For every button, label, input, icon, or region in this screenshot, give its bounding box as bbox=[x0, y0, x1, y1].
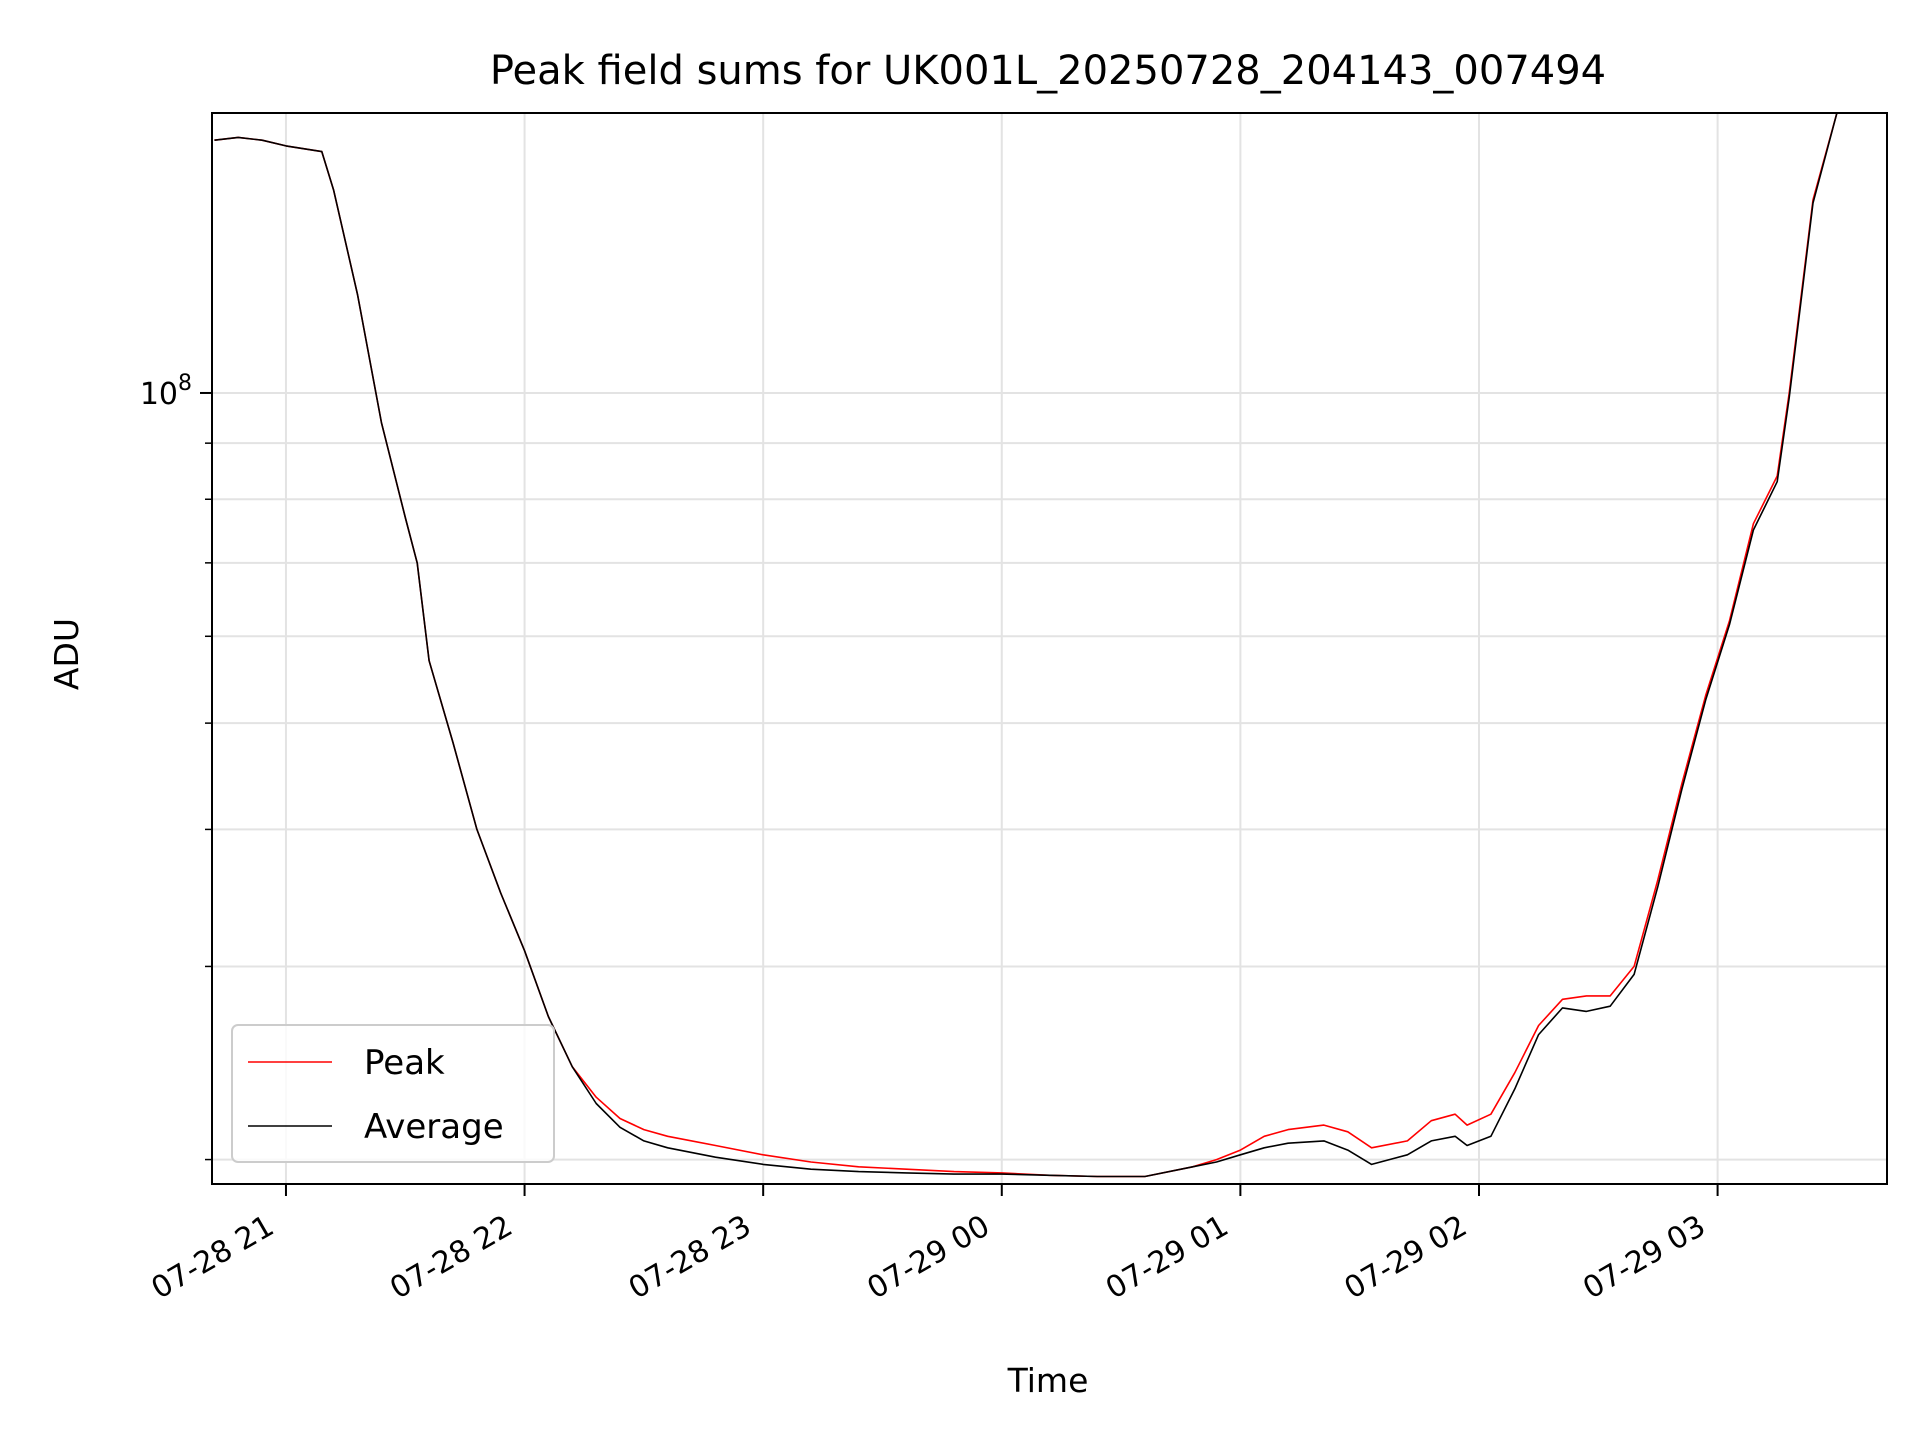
legend: Peak Average bbox=[231, 1024, 555, 1163]
legend-box bbox=[231, 1024, 555, 1163]
y-major-tick-label: 108 bbox=[140, 371, 192, 412]
legend-average-label: Average bbox=[364, 1107, 504, 1147]
series-line-average bbox=[214, 112, 1887, 1178]
plot-frame bbox=[211, 112, 1888, 1185]
y-axis-label: ADU bbox=[47, 618, 86, 690]
x-axis-label: Time bbox=[1007, 1361, 1089, 1400]
legend-peak-label: Peak bbox=[364, 1043, 445, 1083]
series-layer bbox=[214, 112, 1887, 1178]
chart-title: Peak field sums for UK001L_20250728_2041… bbox=[490, 48, 1606, 94]
